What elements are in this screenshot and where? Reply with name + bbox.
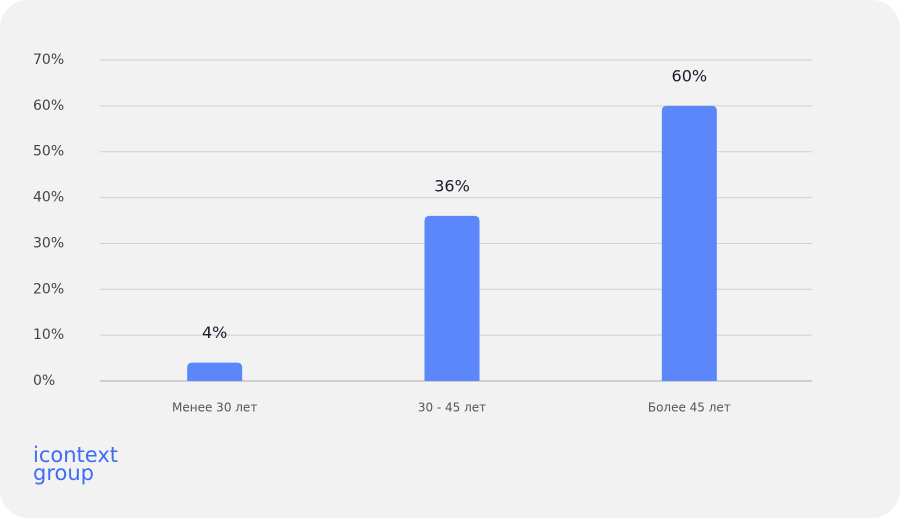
bar (424, 215, 480, 381)
logo-line2: group (33, 461, 94, 485)
bar (661, 105, 717, 381)
y-tick-label: 10% (33, 327, 64, 343)
y-tick-label: 30% (33, 235, 64, 251)
x-tick-label: Менее 30 лет (172, 401, 257, 415)
data-label: 4% (202, 323, 227, 342)
data-label: 36% (434, 176, 470, 195)
y-tick-label: 20% (33, 281, 64, 297)
y-tick-label: 50% (33, 144, 64, 160)
data-label: 60% (672, 66, 708, 85)
logo-line1: icontext (33, 443, 118, 467)
y-tick-label: 60% (33, 98, 64, 114)
y-tick-label: 0% (33, 373, 55, 389)
x-tick-label: Более 45 лет (648, 401, 731, 415)
x-tick-label: 30 - 45 лет (418, 401, 486, 415)
bar (187, 362, 243, 381)
y-tick-label: 70% (33, 52, 64, 68)
y-tick-label: 40% (33, 190, 64, 206)
